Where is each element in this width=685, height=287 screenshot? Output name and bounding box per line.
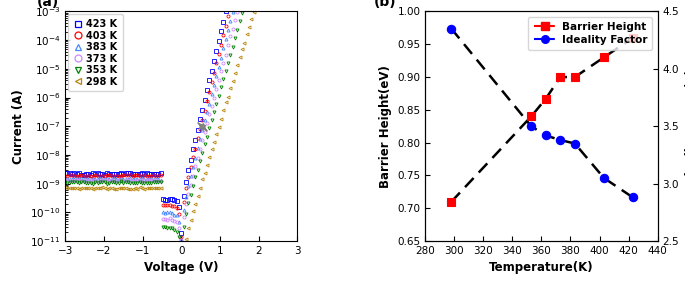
- Line: 353 K: 353 K: [64, 0, 297, 245]
- 353 K: [182, 212, 190, 216]
- Line: 403 K: 403 K: [64, 0, 297, 238]
- 373 K: [105, 178, 114, 181]
- 383 K: [182, 195, 190, 199]
- 373 K: [201, 130, 209, 134]
- Line: 373 K: 373 K: [64, 0, 297, 241]
- 403 K: [182, 186, 190, 190]
- 353 K: [114, 181, 123, 184]
- 373 K: [177, 238, 186, 242]
- 298 K: [105, 186, 114, 190]
- 423 K: [182, 180, 190, 183]
- 423 K: [61, 171, 69, 175]
- 373 K: [61, 178, 69, 182]
- 383 K: [114, 177, 123, 181]
- 298 K: [201, 171, 209, 174]
- Line: 423 K: 423 K: [64, 0, 297, 234]
- 298 K: [182, 237, 190, 241]
- 423 K: [114, 172, 123, 175]
- X-axis label: Temperature(K): Temperature(K): [489, 261, 594, 274]
- 423 K: [201, 98, 209, 101]
- Line: 298 K: 298 K: [64, 0, 297, 252]
- X-axis label: Voltage (V): Voltage (V): [144, 261, 219, 274]
- Text: (b): (b): [374, 0, 397, 9]
- 383 K: [177, 237, 186, 241]
- Legend: Barrier Height, Ideality Factor: Barrier Height, Ideality Factor: [528, 17, 652, 50]
- 403 K: [105, 173, 114, 177]
- 373 K: [182, 202, 190, 206]
- 353 K: [201, 143, 209, 146]
- Legend: 423 K, 403 K, 383 K, 373 K, 353 K, 298 K: 423 K, 403 K, 383 K, 373 K, 353 K, 298 K: [68, 14, 123, 92]
- Line: 383 K: 383 K: [64, 0, 297, 240]
- Y-axis label: Barrier Height(eV): Barrier Height(eV): [379, 65, 392, 188]
- 353 K: [177, 242, 186, 245]
- Text: (a): (a): [37, 0, 60, 9]
- 298 K: [61, 186, 69, 189]
- 383 K: [105, 177, 114, 181]
- 423 K: [105, 172, 114, 176]
- 383 K: [201, 118, 209, 122]
- 403 K: [114, 174, 123, 177]
- 298 K: [177, 249, 186, 252]
- 353 K: [105, 181, 114, 185]
- 403 K: [201, 109, 209, 113]
- 383 K: [61, 177, 69, 181]
- Y-axis label: Current (A): Current (A): [12, 89, 25, 164]
- 353 K: [61, 181, 69, 184]
- 403 K: [177, 235, 186, 238]
- 373 K: [114, 178, 123, 182]
- 423 K: [177, 231, 186, 235]
- 298 K: [114, 186, 123, 189]
- 403 K: [61, 175, 69, 178]
